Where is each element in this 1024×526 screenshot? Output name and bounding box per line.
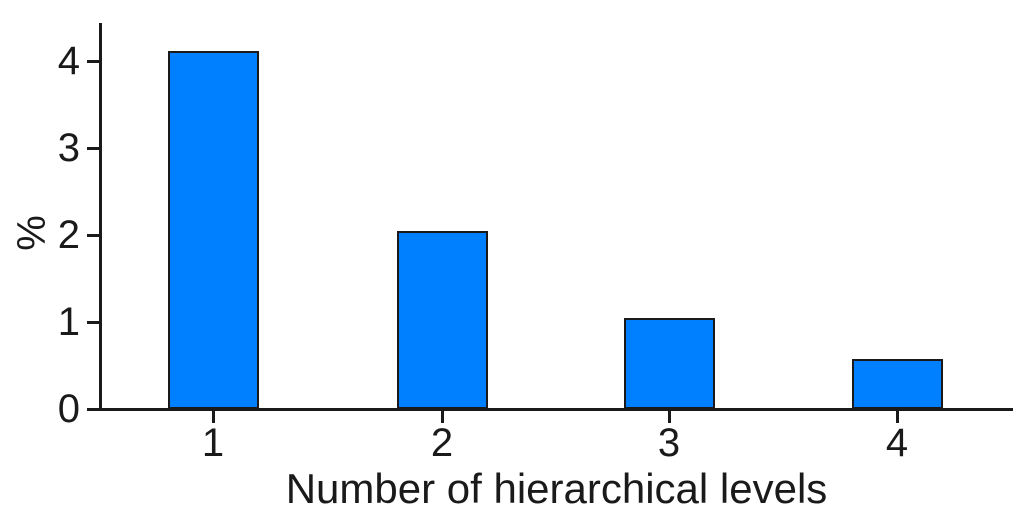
- y-tick-mark: [86, 407, 99, 411]
- y-tick-label: 3: [57, 126, 80, 170]
- x-axis-line: [98, 407, 1013, 411]
- bar: [167, 51, 259, 409]
- y-tick-label: 0: [57, 387, 80, 431]
- bar: [851, 359, 943, 409]
- x-tick-label: 3: [657, 421, 681, 465]
- y-tick-label: 2: [57, 213, 80, 257]
- y-tick-label: 4: [57, 39, 80, 83]
- bar: [396, 231, 488, 409]
- y-tick-mark: [86, 233, 99, 237]
- y-tick-mark: [86, 146, 99, 150]
- bar: [623, 318, 715, 409]
- x-tick-mark: [211, 410, 215, 423]
- x-tick-mark: [440, 410, 444, 423]
- x-tick-label: 2: [430, 421, 454, 465]
- x-axis-title: Number of hierarchical levels: [285, 465, 828, 512]
- x-tick-mark: [667, 410, 671, 423]
- y-tick-label: 1: [57, 300, 80, 344]
- y-tick-mark: [86, 320, 99, 324]
- x-tick-mark: [895, 410, 899, 423]
- x-tick-label: 4: [885, 421, 909, 465]
- y-tick-mark: [86, 59, 99, 63]
- x-tick-label: 1: [201, 421, 225, 465]
- y-axis-title: %: [9, 215, 54, 251]
- y-axis-line: [98, 23, 102, 411]
